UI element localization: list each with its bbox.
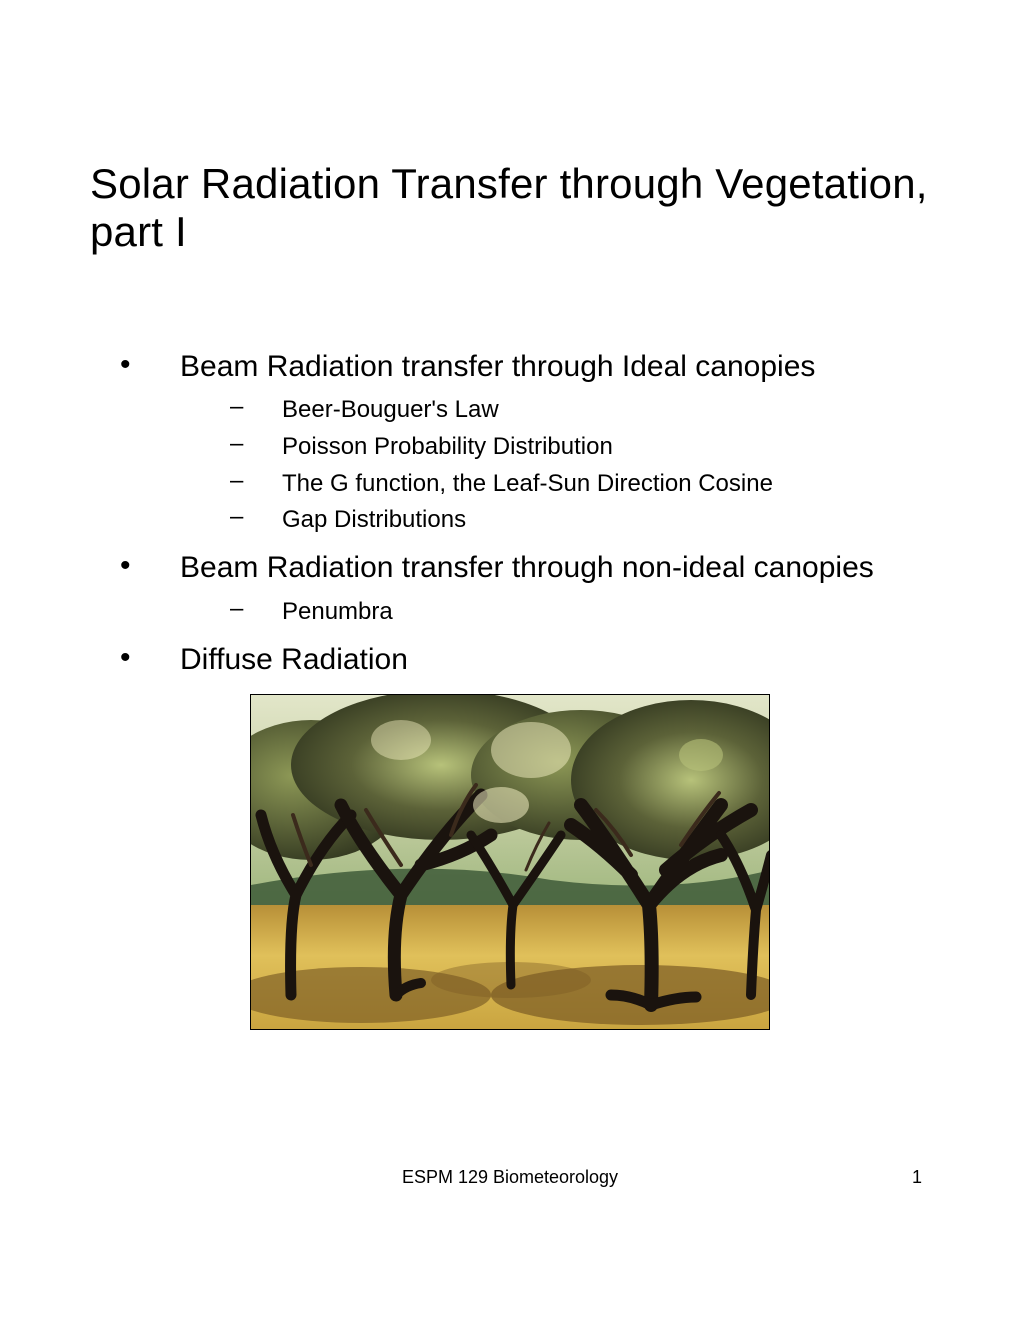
sub-list: –Beer-Bouguer's Law –Poisson Probability…	[120, 393, 930, 538]
oak-trees-svg-icon	[251, 695, 770, 1030]
list-item: • Diffuse Radiation	[120, 640, 930, 681]
list-item: –The G function, the Leaf-Sun Direction …	[230, 467, 930, 502]
list-item: • Beam Radiation transfer through Ideal …	[120, 347, 930, 539]
figure-container	[90, 694, 930, 1030]
sub-text: The G function, the Leaf-Sun Direction C…	[282, 467, 773, 502]
bullet-marker-icon: •	[120, 347, 180, 383]
dash-marker-icon: –	[230, 595, 282, 623]
slide-title: Solar Radiation Transfer through Vegetat…	[90, 160, 930, 257]
list-item: –Penumbra	[230, 595, 930, 630]
dash-marker-icon: –	[230, 467, 282, 495]
page-number: 1	[912, 1167, 922, 1188]
slide: Solar Radiation Transfer through Vegetat…	[0, 0, 1020, 1320]
bullet-marker-icon: •	[120, 640, 180, 676]
dash-marker-icon: –	[230, 393, 282, 421]
bullet-text: Beam Radiation transfer through Ideal ca…	[180, 347, 815, 388]
dash-marker-icon: –	[230, 503, 282, 531]
list-item: –Poisson Probability Distribution	[230, 430, 930, 465]
bullet-text: Beam Radiation transfer through non-idea…	[180, 548, 874, 589]
dash-marker-icon: –	[230, 430, 282, 458]
bullet-list: • Beam Radiation transfer through Ideal …	[90, 347, 930, 680]
list-item: • Beam Radiation transfer through non-id…	[120, 548, 930, 629]
list-item: –Beer-Bouguer's Law	[230, 393, 930, 428]
sub-list: –Penumbra	[120, 595, 930, 630]
sub-text: Gap Distributions	[282, 503, 466, 538]
bullet-text: Diffuse Radiation	[180, 640, 408, 681]
list-item: –Gap Distributions	[230, 503, 930, 538]
sub-text: Poisson Probability Distribution	[282, 430, 613, 465]
footer-text: ESPM 129 Biometeorology	[0, 1167, 1020, 1188]
sub-text: Beer-Bouguer's Law	[282, 393, 499, 428]
bullet-marker-icon: •	[120, 548, 180, 584]
sub-text: Penumbra	[282, 595, 393, 630]
vegetation-image	[250, 694, 770, 1030]
